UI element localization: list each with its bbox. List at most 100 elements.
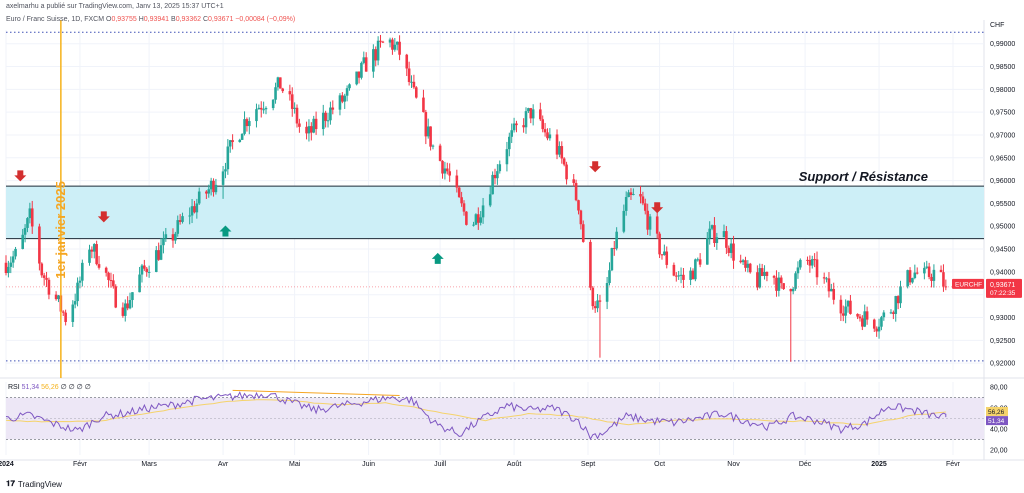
candle-body: [496, 171, 499, 179]
candle-body: [641, 196, 645, 204]
candle-body: [305, 126, 308, 134]
candle-body: [779, 277, 783, 284]
price-tick-label: 0,92500: [990, 338, 1015, 345]
candle-body: [665, 251, 669, 265]
candle-body: [374, 49, 378, 61]
price-tick-label: 0,99000: [990, 41, 1015, 48]
candle-body: [541, 119, 545, 130]
time-tick-label: Févr: [73, 461, 88, 468]
time-tick-label: Févr: [946, 461, 961, 468]
candle-body: [913, 272, 917, 279]
candle-body: [212, 180, 215, 193]
candle-body: [658, 233, 661, 255]
candles: [4, 34, 948, 362]
candle-body: [11, 256, 15, 263]
candle-body: [424, 112, 428, 137]
candle-body: [596, 300, 599, 309]
candle-body: [443, 168, 447, 174]
time-tick-label: Mai: [289, 461, 301, 468]
candle-body: [21, 234, 24, 249]
time-tick-label: Nov: [727, 461, 740, 468]
candle-body: [908, 270, 912, 283]
candle-body: [808, 259, 812, 266]
candle-body: [147, 271, 151, 273]
candle-body: [321, 112, 325, 130]
price-tick-label: 0,98000: [990, 87, 1015, 94]
price-tick-label: 0,94000: [990, 269, 1015, 276]
candle-body: [71, 304, 75, 322]
candle-body: [238, 139, 242, 143]
candle-body: [927, 266, 931, 277]
candle-body: [493, 174, 497, 179]
candle-body: [815, 259, 819, 278]
price-tick-label: 0,95000: [990, 224, 1015, 231]
candle-body: [629, 192, 633, 195]
candle-body: [126, 303, 129, 309]
candle-body: [78, 280, 82, 283]
candle-body: [174, 233, 177, 241]
candle-body: [40, 263, 44, 276]
down-arrow-icon: [97, 211, 110, 223]
symbol-name: Euro / Franc Suisse, 1D, FXCM: [6, 16, 105, 23]
candle-body: [193, 206, 196, 213]
candle-body: [558, 146, 561, 155]
candle-body: [593, 306, 597, 309]
candle-body: [228, 140, 232, 147]
candle-body: [581, 224, 585, 242]
price-tick-label: 0,98500: [990, 64, 1015, 71]
candle-body: [262, 109, 265, 111]
candle-body: [758, 268, 762, 288]
candle-body: [663, 251, 666, 256]
candle-body: [405, 54, 409, 69]
price-tick-label: 0,97500: [990, 110, 1015, 117]
close-label: C: [202, 16, 209, 23]
tradingview-footer[interactable]: 𝟏𝟕 TradingView: [6, 479, 62, 489]
candle-body: [379, 40, 382, 42]
candle-body: [360, 62, 363, 78]
candle-body: [498, 164, 502, 172]
candle-body: [777, 277, 781, 291]
candle-body: [782, 283, 785, 290]
price-gridlines: [5, 30, 984, 455]
candle-body: [357, 71, 361, 78]
candle-body: [939, 269, 943, 273]
candle-body: [76, 282, 79, 302]
candle-body: [474, 214, 478, 225]
candle-body: [281, 88, 285, 92]
candle-body: [143, 265, 146, 269]
candle-body: [376, 40, 380, 61]
candle-body: [849, 300, 852, 314]
candle-body: [465, 211, 468, 225]
candle-body: [30, 208, 34, 227]
candle-body: [410, 81, 413, 83]
symbol-ohlc-line: Euro / Franc Suisse, 1D, FXCM O0,93755 H…: [6, 16, 295, 23]
candle-body: [348, 84, 351, 89]
candle-body: [171, 234, 175, 241]
time-tick-label: Août: [507, 461, 521, 468]
candle-body: [121, 307, 125, 316]
candle-body: [195, 203, 199, 213]
candle-body: [190, 206, 194, 216]
candle-body: [648, 216, 652, 230]
candle-body: [157, 250, 160, 260]
rsi-value: 51,34: [22, 384, 41, 391]
candle-body: [90, 249, 94, 252]
candle-body: [543, 129, 547, 133]
candle-body: [104, 267, 108, 273]
rsi-tick-label: 80,00: [990, 385, 1008, 392]
candle-body: [23, 227, 27, 235]
candle-body: [338, 95, 342, 110]
price-badge-value: 0,93671: [990, 282, 1015, 289]
candle-body: [872, 319, 876, 329]
candle-body: [925, 266, 929, 268]
currency-label: CHF: [990, 22, 1004, 29]
candle-body: [271, 99, 275, 109]
candle-body: [364, 57, 368, 72]
symbol-badge: [952, 278, 984, 289]
candle-body: [832, 288, 836, 300]
time-tick-label: Juill: [434, 461, 447, 468]
candle-body: [209, 180, 213, 190]
rsi-label: RSI: [8, 384, 22, 391]
candle-body: [858, 316, 862, 319]
